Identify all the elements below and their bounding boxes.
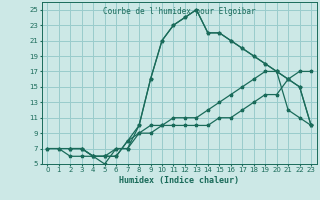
Text: Courbe de l'humidex pour Elgoibar: Courbe de l'humidex pour Elgoibar	[103, 7, 255, 16]
X-axis label: Humidex (Indice chaleur): Humidex (Indice chaleur)	[119, 176, 239, 185]
